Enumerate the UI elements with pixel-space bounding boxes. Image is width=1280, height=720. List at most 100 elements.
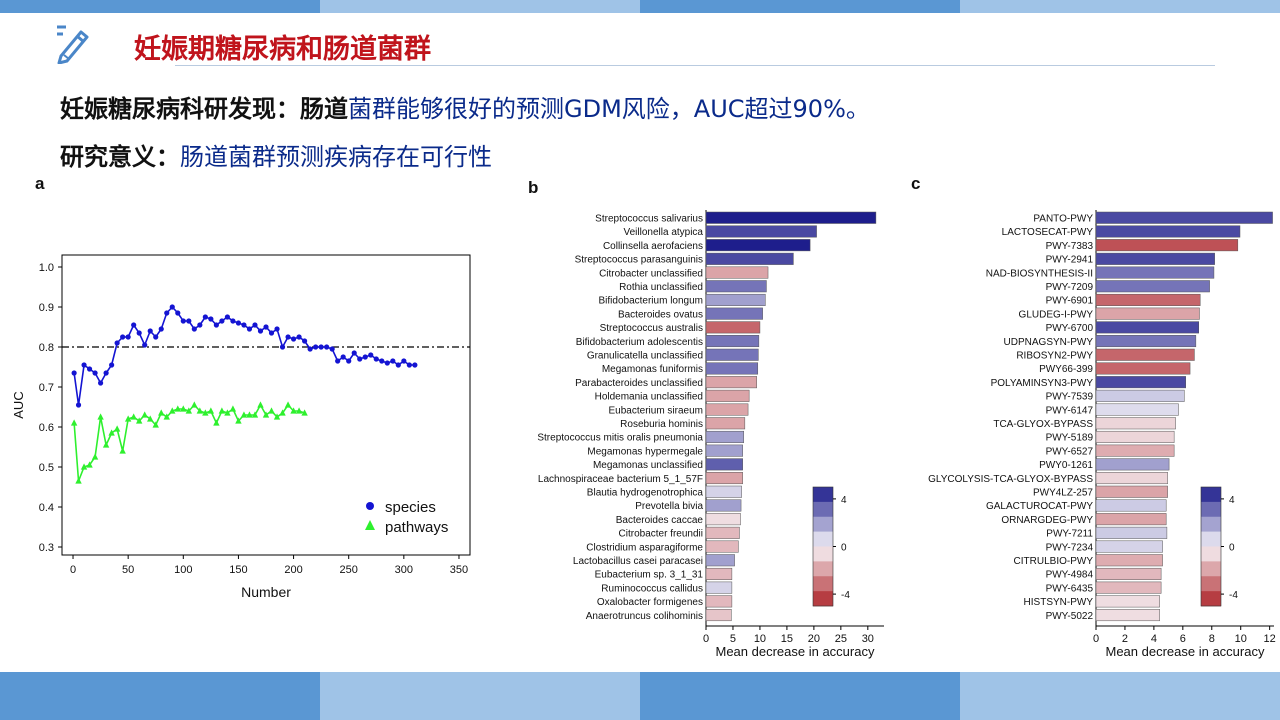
importance-bar: [705, 499, 742, 512]
colorbar-swatch: [1201, 531, 1221, 547]
pathways-point: [97, 413, 104, 420]
figure-panels: a b c 0 50 100 150 200 250 300 3500.30.40.50.60…: [11, 174, 1276, 659]
x-axis-label: Number: [241, 584, 291, 600]
importance-bar: [1095, 239, 1239, 252]
category-label: Ruminococcus callidus: [601, 583, 703, 594]
importance-bar: [1095, 293, 1201, 306]
importance-bar: [1095, 444, 1175, 457]
y-tick-label: 0.4: [39, 502, 54, 514]
colorbar-tick-label: 4: [841, 495, 847, 506]
category-label: Streptococcus australis: [600, 323, 703, 334]
pathways-point: [279, 409, 286, 416]
pathways-point: [174, 405, 181, 412]
colorbar-swatch: [813, 531, 833, 547]
category-label: Anaerotruncus colihominis: [586, 611, 703, 622]
x-axis-label: Mean decrease in accuracy: [716, 644, 875, 659]
colorbar-tick-label: 0: [1229, 543, 1235, 554]
category-label: Lactobacillus casei paracasei: [573, 556, 703, 567]
panel-c-label: c: [911, 174, 920, 193]
importance-bar: [1095, 266, 1215, 279]
category-label: PWY-7234: [1046, 542, 1094, 553]
species-point: [97, 380, 104, 386]
band-segment: [640, 0, 960, 13]
species-point: [114, 340, 120, 346]
x-tick-label: 10: [754, 633, 766, 645]
band-segment: [320, 672, 640, 720]
colorbar-tick-label: -4: [1229, 590, 1238, 601]
colorbar-swatch: [1201, 487, 1221, 503]
y-tick-label: 0.7: [39, 382, 54, 394]
species-point: [290, 336, 297, 342]
species-point: [279, 344, 286, 350]
importance-bar: [705, 252, 794, 265]
category-label: Megamonas funiformis: [602, 364, 703, 375]
species-point: [175, 310, 181, 316]
species-point: [158, 326, 164, 332]
species-point: [164, 310, 170, 316]
x-tick-label: 20: [808, 633, 820, 645]
x-tick-label: 5: [730, 633, 736, 645]
x-tick-label: 0: [703, 633, 709, 645]
importance-bar: [705, 389, 750, 402]
species-point: [213, 322, 219, 328]
species-point: [230, 318, 236, 324]
category-label: GLUDEG-I-PWY: [1019, 309, 1094, 320]
species-point: [362, 354, 368, 360]
pathways-point: [268, 407, 275, 414]
category-label: Oxalobacter formigenes: [597, 597, 703, 608]
pathways-point: [86, 461, 93, 468]
importance-bar: [705, 403, 749, 416]
category-label: PWY4LZ-257: [1033, 488, 1093, 499]
category-label: PWY66-399: [1039, 364, 1093, 375]
finding-label: 妊娠糖尿病科研发现：: [60, 95, 300, 123]
pathways-point: [273, 413, 281, 420]
pathway-importance-bar-chart: PANTO-PWY LACTOSECAT-PWY PWY-7383 PWY-2941 N…: [928, 210, 1276, 659]
category-label: LACTOSECAT-PWY: [1002, 227, 1094, 238]
species-point: [268, 330, 275, 336]
importance-bar: [705, 567, 733, 580]
species-point: [406, 362, 412, 368]
category-label: Megamonas unclassified: [593, 460, 703, 471]
species-point: [169, 304, 175, 310]
pathways-point: [290, 407, 297, 414]
finding-line: 妊娠糖尿病科研发现：肠道菌群能够很好的预测GDM风险，AUC超过90%。: [60, 89, 870, 124]
legend-species-marker: [366, 502, 374, 510]
category-label: Streptococcus parasanguinis: [575, 255, 703, 266]
pathways-point: [246, 411, 253, 418]
importance-bar: [1095, 513, 1167, 526]
importance-bar: [705, 444, 743, 457]
pathways-point: [147, 415, 154, 422]
species-point: [186, 318, 192, 324]
x-tick-label: 15: [781, 633, 793, 645]
species-point: [384, 360, 390, 366]
category-label: GLYCOLYSIS-TCA-GLYOX-BYPASS: [928, 474, 1093, 485]
importance-bar: [1095, 389, 1185, 402]
category-label: Holdemania unclassified: [595, 392, 703, 403]
category-label: Prevotella bivia: [635, 501, 703, 512]
category-label: Clostridium asparagiforme: [586, 542, 703, 553]
species-point: [92, 370, 98, 376]
importance-bar: [1095, 458, 1170, 471]
category-label: RIBOSYN2-PWY: [1016, 351, 1093, 362]
y-tick-label: 0.6: [39, 422, 54, 434]
pathways-point: [218, 407, 226, 414]
category-label: PWY-6435: [1046, 583, 1094, 594]
pathways-point: [202, 409, 209, 416]
pathways-point: [224, 409, 231, 416]
importance-bar: [705, 417, 746, 430]
importance-bar: [1095, 321, 1199, 334]
colorbar-swatch: [1201, 591, 1221, 607]
x-tick-label: 12: [1264, 633, 1276, 645]
pencil-icon: [57, 25, 89, 64]
y-tick-label: 0.3: [39, 542, 54, 554]
category-label: ORNARGDEG-PWY: [1001, 515, 1093, 526]
species-point: [86, 366, 93, 372]
importance-bar: [1095, 567, 1162, 580]
importance-bar: [1095, 252, 1215, 265]
category-label: Lachnospiraceae bacterium 5_1_57F: [538, 474, 703, 485]
species-point: [351, 350, 357, 356]
y-axis-label: AUC: [11, 391, 26, 418]
pathways-point: [135, 417, 143, 424]
y-tick-label: 0.9: [39, 302, 54, 314]
species-point: [373, 356, 379, 362]
